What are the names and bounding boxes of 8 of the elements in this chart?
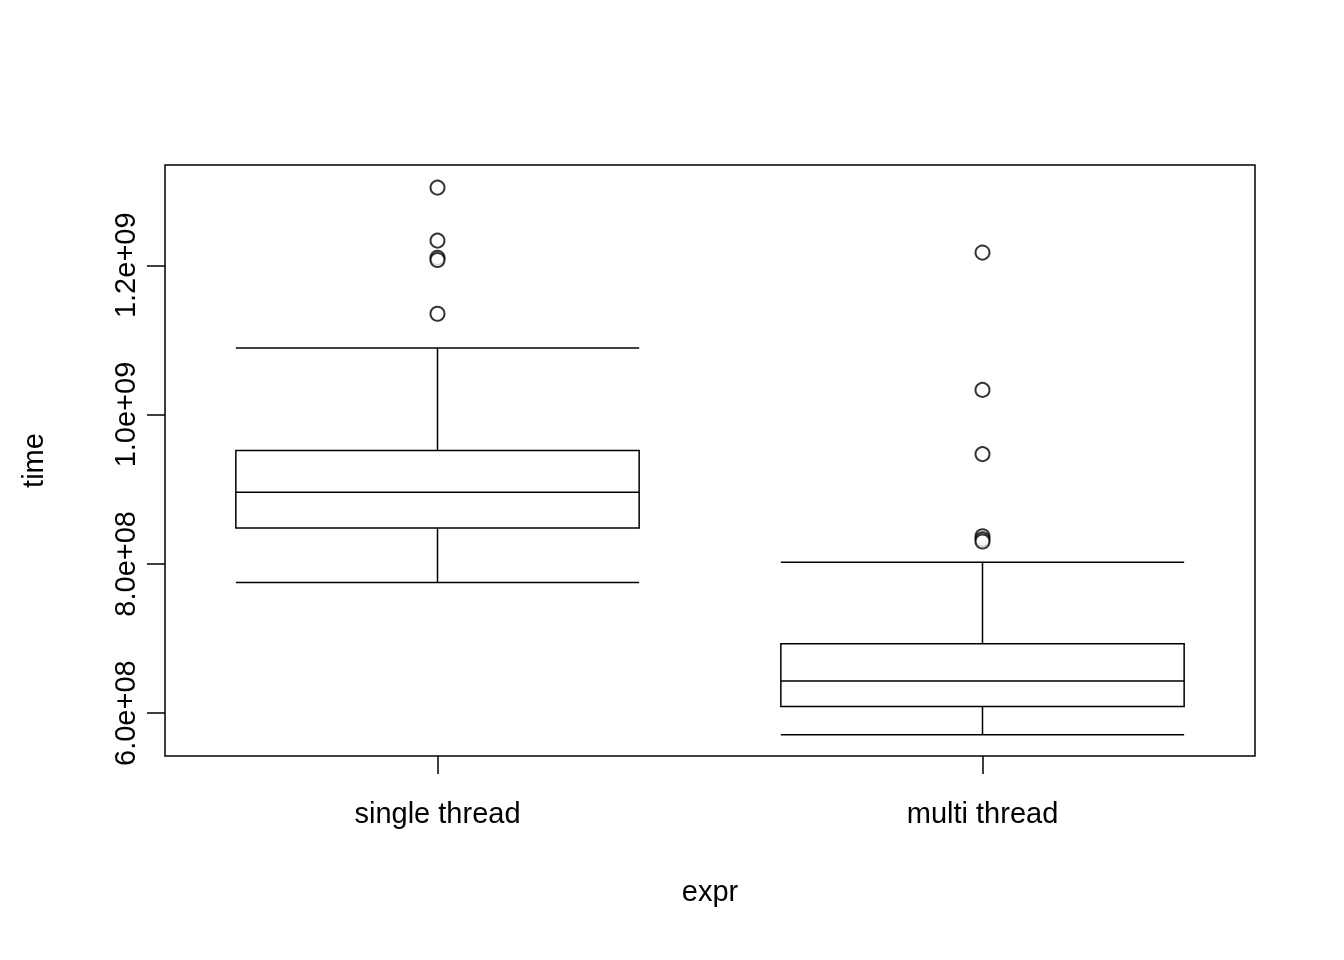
y-tick-label: 1.2e+09 [108, 212, 141, 319]
x-axis-title: expr [681, 874, 739, 907]
y-tick-label: 6.0e+08 [108, 660, 141, 766]
y-tick-label: 8.0e+08 [108, 511, 141, 617]
y-tick-label: 1.0e+09 [108, 361, 141, 468]
x-tick-label: single thread [354, 796, 521, 829]
x-tick-label: multi thread [906, 796, 1059, 829]
y-axis-title: time [16, 433, 49, 488]
